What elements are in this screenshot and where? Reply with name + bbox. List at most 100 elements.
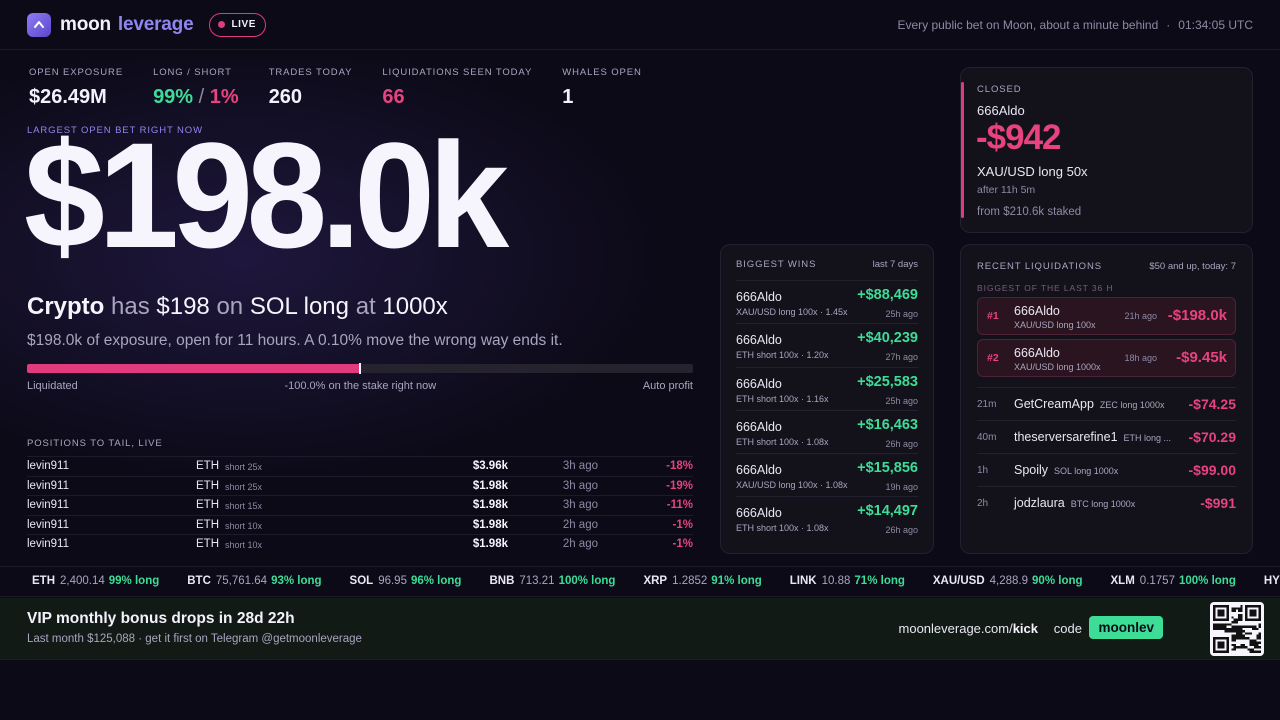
position-row[interactable]: levin911 ETH short 25x $1.98k 3h ago -19%	[27, 475, 693, 496]
liquidation-user[interactable]: Spoily	[1014, 463, 1049, 477]
win-amount: +$16,463	[857, 416, 918, 433]
win-user[interactable]: 666Aldo	[736, 290, 782, 304]
closed-trade: XAU/USD long 50x	[977, 164, 1088, 179]
position-amount: $1.98k	[472, 518, 508, 531]
liquidation-user[interactable]: GetCreamApp	[1014, 397, 1094, 411]
liquidation-user-line[interactable]: jodzlaura BTC long 1000x	[1014, 496, 1135, 510]
ticker-price: 4,288.9	[989, 575, 1029, 587]
position-row[interactable]: levin911 ETH short 25x $3.96k 3h ago -18%	[27, 456, 693, 476]
position-row[interactable]: levin911 ETH short 10x $1.98k 2h ago -1%	[27, 514, 693, 535]
stat-label: LONG / SHORT	[153, 67, 232, 78]
live-label: LIVE	[231, 19, 257, 30]
position-user[interactable]: levin911	[27, 460, 69, 472]
liquidations-header: RECENT LIQUIDATIONS $50 and up, today: 7	[977, 261, 1236, 272]
liquidation-amount: -$991	[1200, 495, 1236, 511]
liquidation-row[interactable]: 2h jodzlaura BTC long 1000x -$991	[977, 486, 1236, 519]
bar-right-label: Auto profit	[642, 380, 693, 392]
liquidation-user-line[interactable]: Spoily SOL long 1000x	[1014, 463, 1118, 477]
closed-panel: CLOSED 666Aldo -$942 XAU/USD long 50x af…	[960, 67, 1253, 233]
liquidation-time: 2h	[977, 498, 989, 509]
position-user[interactable]: levin911	[27, 538, 69, 550]
win-age: 19h ago	[885, 482, 918, 493]
win-row[interactable]: 666Aldo ETH short 100x · 1.20x +$40,239 27h…	[736, 323, 918, 366]
win-row[interactable]: 666Aldo ETH short 100x · 1.08x +$16,463 26h…	[736, 409, 918, 453]
liquidation-user[interactable]: 666Aldo	[1014, 346, 1060, 360]
liquidation-user[interactable]: 666Aldo	[1014, 304, 1060, 318]
ticker-long-percent: 100% long	[558, 575, 616, 587]
position-type: short 25x	[225, 481, 263, 492]
position-user[interactable]: levin911	[27, 479, 69, 492]
qr-code-icon[interactable]	[1210, 602, 1264, 656]
pnl-progress-marker	[359, 363, 361, 374]
liquidation-row[interactable]: 40m theserversarefine1 ETH long ... -$70.29	[977, 420, 1236, 453]
position-user[interactable]: levin911	[27, 499, 69, 511]
win-age: 27h ago	[885, 352, 918, 363]
pnl-progress-labels: Liquidated -100.0% on the stake right no…	[27, 380, 693, 392]
hero-user[interactable]: Crypto	[27, 293, 105, 320]
position-pnl: -11%	[666, 499, 693, 511]
liquidation-user[interactable]: jodzlaura	[1014, 496, 1065, 510]
stat-liquidations: LIQUIDATIONS SEEN TODAY 66	[382, 67, 532, 109]
ticker-item: XLM 0.1757 100% long	[1111, 575, 1236, 587]
ticker-long-percent: 96% long	[410, 575, 462, 587]
stat-value: 66	[382, 86, 405, 108]
win-age: 25h ago	[885, 395, 918, 406]
live-badge: LIVE	[209, 12, 267, 37]
ticker-item: SOL 96.95 96% long	[350, 575, 462, 587]
win-row[interactable]: 666Aldo XAU/USD long 100x · 1.45x +$88,469…	[736, 280, 918, 323]
liquidation-user[interactable]: theserversarefine1	[1014, 430, 1118, 444]
code-label: code	[1053, 621, 1082, 636]
moon-logo-icon	[27, 12, 51, 37]
ticker-symbol: XLM	[1110, 575, 1135, 587]
ticker-symbol: SOL	[349, 575, 374, 587]
biggest-liquidation-row[interactable]: #1 666Aldo XAU/USD long 100x 21h ago -$198.0…	[977, 297, 1236, 335]
liquidation-time: 21m	[977, 399, 997, 410]
biggest-liquidation-row[interactable]: #2 666Aldo XAU/USD long 1000x 18h ago -$9.45…	[977, 339, 1236, 377]
win-user[interactable]: 666Aldo	[736, 463, 782, 478]
position-asset: ETH	[196, 479, 219, 492]
stat-value: 1	[562, 86, 574, 108]
win-row[interactable]: 666Aldo XAU/USD long 100x · 1.08x +$15,856…	[736, 453, 918, 496]
win-row[interactable]: 666Aldo ETH short 100x · 1.08x +$14,497 26h…	[736, 496, 918, 539]
liquidation-amount: -$70.29	[1188, 429, 1236, 445]
liquidation-user-line[interactable]: GetCreamApp ZEC long 1000x	[1014, 397, 1164, 411]
position-asset: ETH	[196, 460, 219, 472]
ticker-symbol: HYPE	[1263, 575, 1280, 587]
win-user[interactable]: 666Aldo	[736, 419, 782, 434]
liquidation-user-line[interactable]: theserversarefine1 ETH long ...	[1014, 430, 1171, 444]
win-row[interactable]: 666Aldo ETH short 100x · 1.16x +$25,583 25h…	[736, 366, 918, 410]
win-user[interactable]: 666Aldo	[736, 376, 782, 391]
position-asset: ETH	[196, 499, 219, 511]
win-age: 25h ago	[885, 309, 918, 319]
position-row[interactable]: levin911 ETH short 15x $1.98k 3h ago -11%	[27, 495, 693, 515]
kick-link[interactable]: moonleverage.com/kick	[899, 621, 1038, 636]
biggest-liquidations: #1 666Aldo XAU/USD long 100x 21h ago -$198.0…	[977, 297, 1236, 377]
recent-liquidations-list: 21m GetCreamApp ZEC long 1000x -$74.25 40m th…	[977, 387, 1236, 519]
kick-url-base[interactable]: moonleverage.com/	[898, 621, 1013, 636]
position-asset: ETH	[196, 538, 219, 550]
promo-footer: VIP monthly bonus drops in 28d 22h Last …	[0, 598, 1280, 660]
ticker-symbol: XAU/USD	[932, 575, 985, 587]
vip-title: VIP monthly bonus drops in 28d 22h	[27, 610, 295, 627]
liquidations-meta: $50 and up, today: 7	[1149, 261, 1236, 272]
closed-user[interactable]: 666Aldo	[977, 103, 1025, 118]
ticker-long-percent: 71% long	[854, 575, 905, 587]
promo-code[interactable]: moonlev	[1089, 616, 1163, 639]
win-amount: +$25,583	[857, 373, 918, 390]
liquidation-row[interactable]: 21m GetCreamApp ZEC long 1000x -$74.25	[977, 387, 1236, 420]
position-type: short 10x	[225, 520, 263, 531]
liquidation-description: ZEC long 1000x	[1099, 400, 1165, 410]
position-user[interactable]: levin911	[27, 518, 69, 531]
stat-whales-open: WHALES OPEN 1	[562, 67, 642, 109]
win-amount: +$88,469	[857, 287, 918, 303]
win-amount: +$15,856	[857, 460, 918, 477]
win-user[interactable]: 666Aldo	[736, 506, 782, 521]
liquidation-row[interactable]: 1h Spoily SOL long 1000x -$99.00	[977, 453, 1236, 486]
bar-left-label: Liquidated	[27, 380, 78, 392]
position-type: short 25x	[225, 462, 263, 472]
win-user[interactable]: 666Aldo	[736, 333, 782, 348]
kick-url-path[interactable]: kick	[1012, 621, 1038, 636]
position-row[interactable]: levin911 ETH short 10x $1.98k 2h ago -1%	[27, 534, 693, 554]
stat-value: 99% / 1%	[153, 86, 239, 109]
stat-open-exposure: OPEN EXPOSURE $26.49M	[29, 67, 123, 109]
